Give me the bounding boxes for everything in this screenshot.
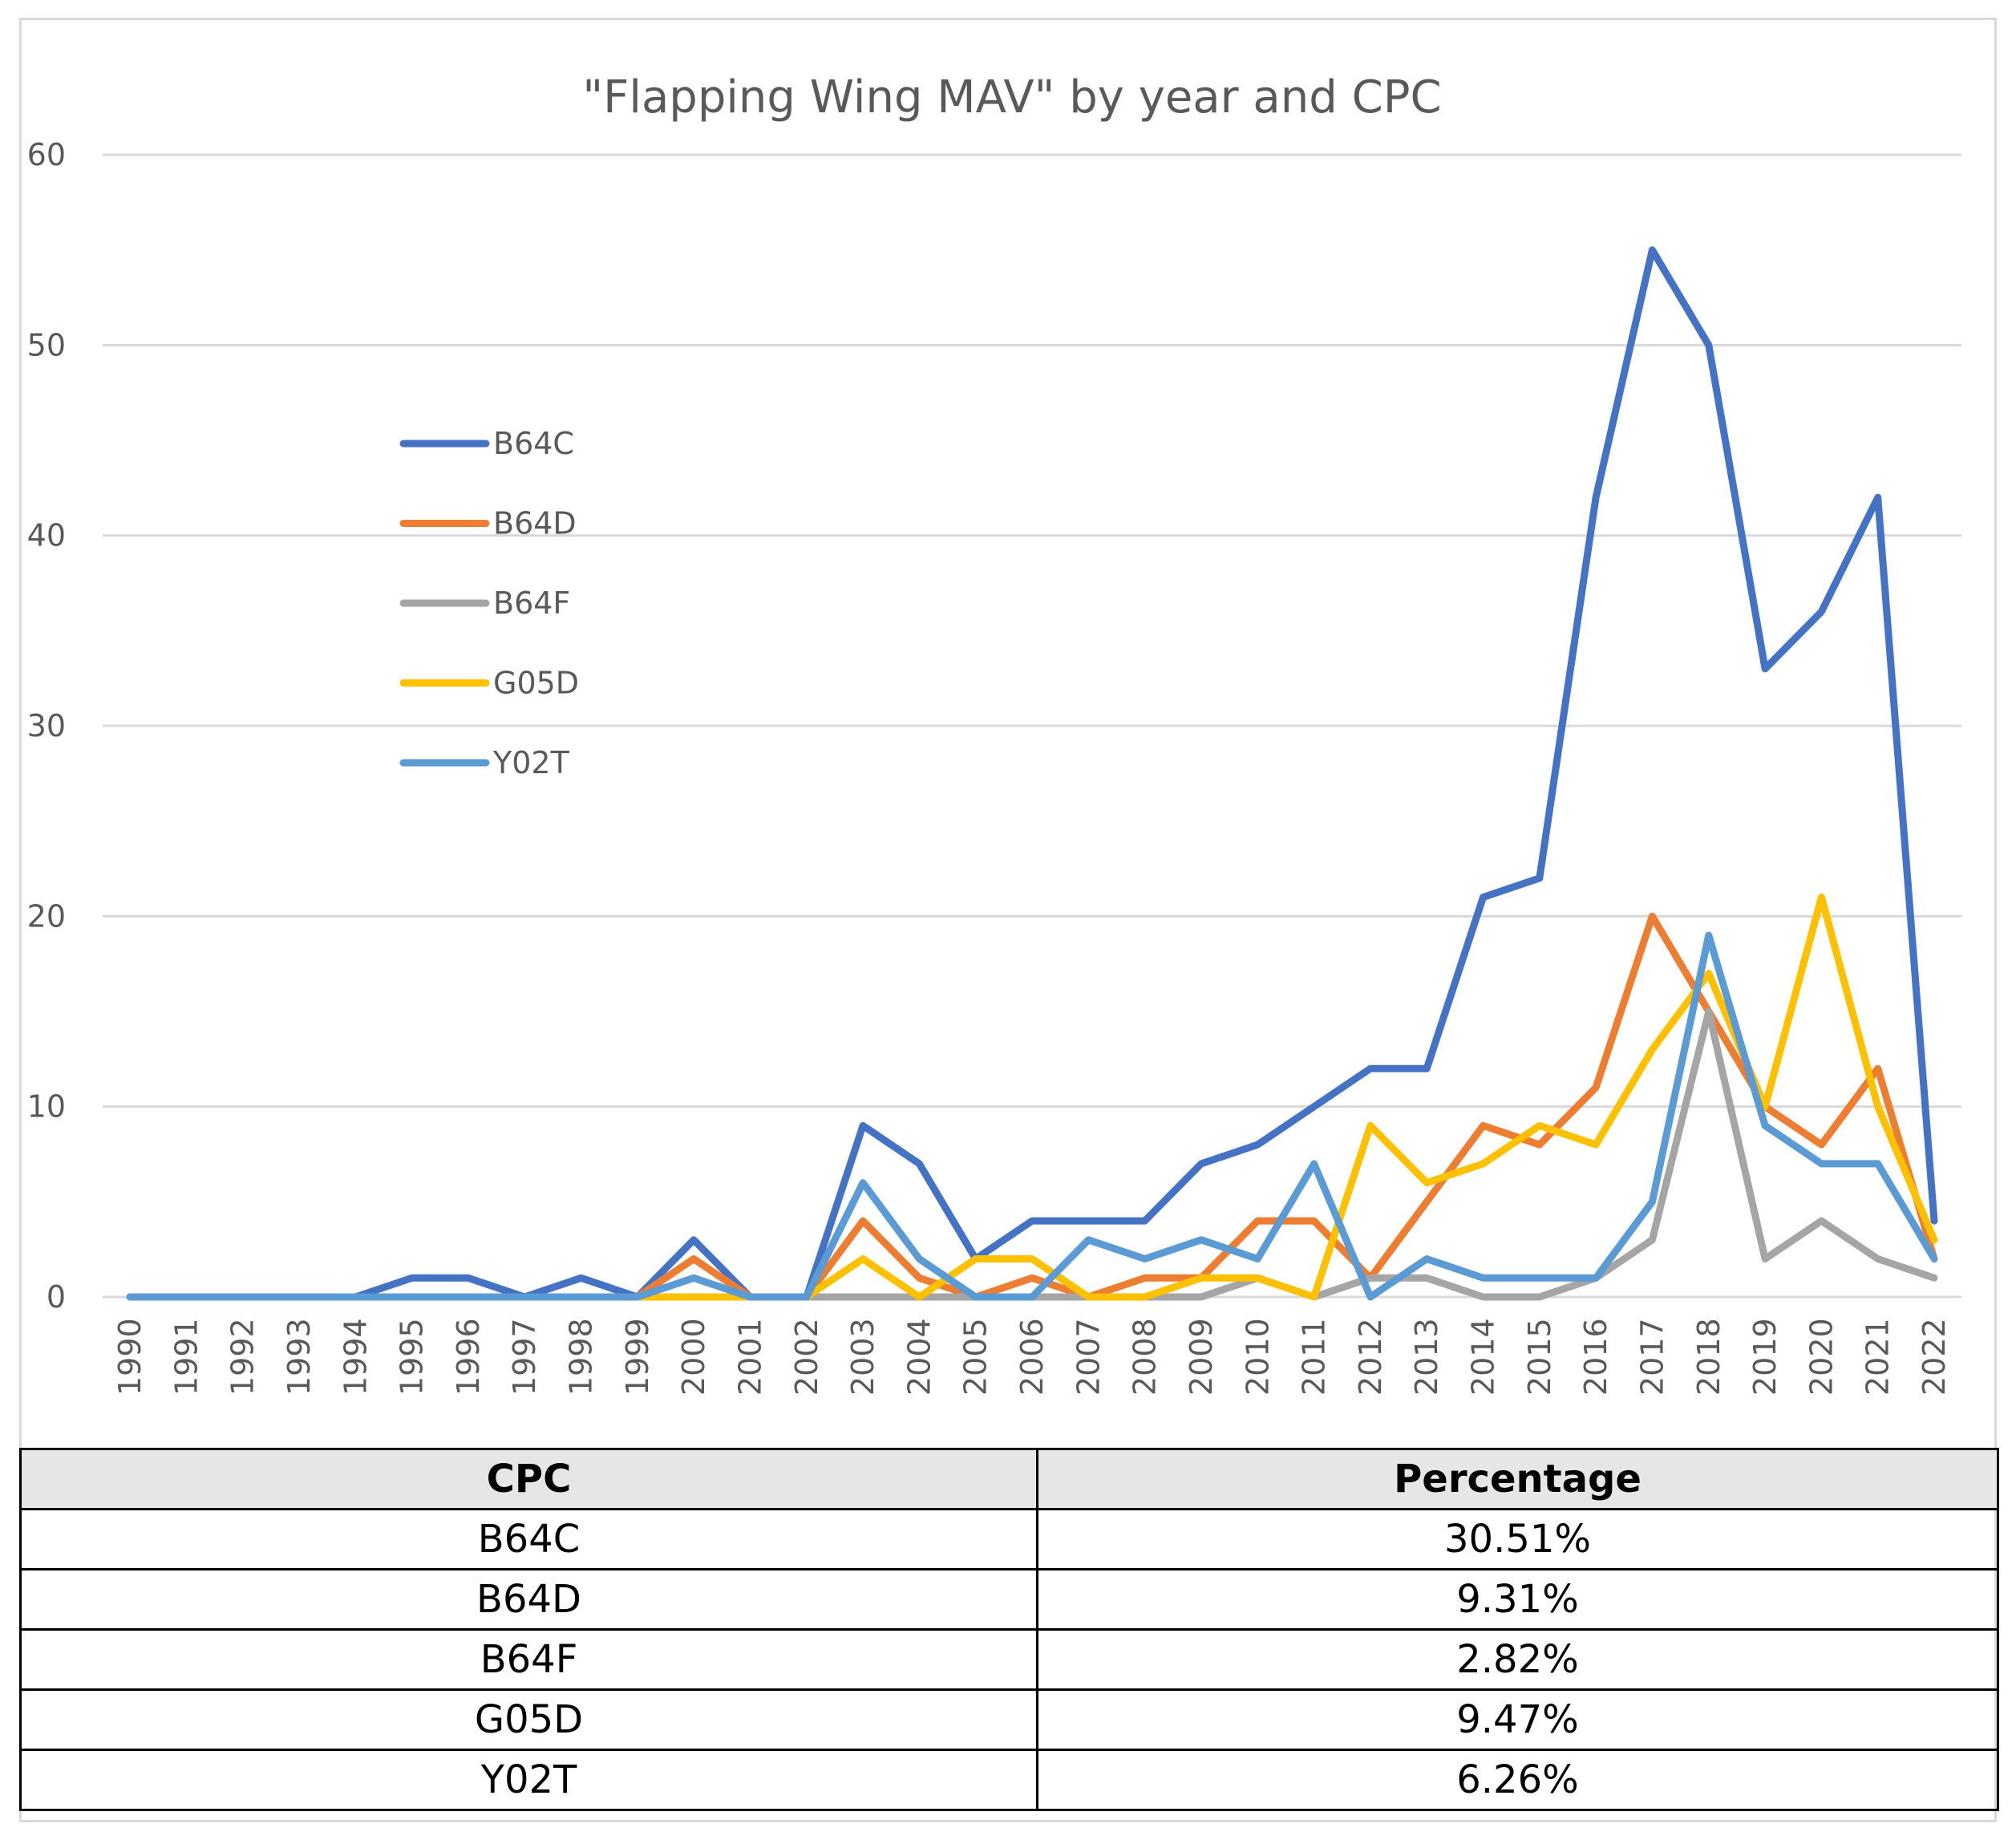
x-tick-label: 2002 (789, 1318, 824, 1396)
x-tick-label: 1998 (564, 1318, 599, 1396)
y-tick-label: 60 (27, 137, 66, 172)
series-lines (126, 246, 1938, 1301)
legend-label-y02t: Y02T (492, 745, 570, 780)
x-tick-label: 2021 (1860, 1318, 1896, 1396)
cpc-cell: B64D (19, 1568, 1038, 1631)
percentage-cell: 2.82% (1036, 1628, 1999, 1691)
x-tick-label: 2012 (1353, 1318, 1388, 1396)
cpc-cell: G05D (19, 1688, 1038, 1751)
header-cpc: CPC (19, 1448, 1038, 1510)
x-tick-label: 2014 (1466, 1318, 1501, 1396)
x-tick-label: 2007 (1071, 1318, 1106, 1396)
x-tick-label: 1992 (225, 1318, 261, 1396)
percentage-cell: 6.26% (1036, 1749, 1999, 1811)
chart-title: "Flapping Wing MAV" by year and CPC (582, 71, 1441, 124)
cpc-cell: Y02T (19, 1749, 1038, 1811)
series-line-y02t (126, 931, 1938, 1301)
x-tick-label: 2001 (732, 1318, 767, 1396)
x-tick-label: 2003 (845, 1318, 880, 1396)
x-tick-label: 2000 (676, 1318, 711, 1396)
x-tick-label: 2010 (1240, 1318, 1275, 1396)
table-row: B64F 2.82% (19, 1628, 1999, 1691)
x-tick-label: 2013 (1409, 1318, 1444, 1396)
legend-label-b64d: B64D (493, 506, 577, 541)
cpc-cell: B64F (19, 1628, 1038, 1691)
cpc-percentage-table: CPC Percentage B64C 30.51% B64D 9.31% B6… (19, 1448, 1999, 1811)
x-tick-label: 1997 (507, 1318, 542, 1396)
x-tick-label: 1993 (281, 1318, 317, 1396)
x-tick-label: 2011 (1297, 1318, 1332, 1396)
x-tick-label: 1990 (112, 1318, 148, 1396)
x-tick-label: 2006 (1014, 1318, 1050, 1396)
x-tick-label: 1999 (620, 1318, 655, 1396)
x-tick-label: 2008 (1127, 1318, 1163, 1396)
percentage-cell: 9.47% (1036, 1688, 1999, 1751)
x-tick-label: 2016 (1578, 1318, 1613, 1396)
x-tick-label: 1994 (338, 1318, 373, 1396)
x-tick-label: 2019 (1747, 1318, 1783, 1396)
x-tick-label: 2017 (1634, 1318, 1670, 1396)
x-tick-label: 2005 (958, 1318, 994, 1396)
x-tick-label: 1996 (451, 1318, 486, 1396)
cpc-cell: B64C (19, 1508, 1038, 1570)
table-header-row: CPC Percentage (19, 1448, 1999, 1510)
x-tick-label: 2009 (1184, 1318, 1219, 1396)
legend: B64C B64D B64F G05D Y02T (399, 426, 579, 780)
legend-label-b64c: B64C (493, 426, 574, 461)
x-axis-ticks: 1990 1991 1992 1993 1994 1995 1996 1997 1998 1999… (112, 1318, 1952, 1396)
x-tick-label: 2004 (901, 1318, 937, 1396)
table-row: B64C 30.51% (19, 1508, 1999, 1570)
table-row: Y02T 6.26% (19, 1749, 1999, 1811)
y-tick-label: 40 (27, 518, 66, 553)
y-tick-label: 30 (27, 708, 66, 744)
series-line-b64c (126, 246, 1938, 1301)
y-tick-label: 20 (27, 898, 66, 934)
x-tick-label: 2018 (1691, 1318, 1727, 1396)
x-tick-label: 2022 (1917, 1318, 1952, 1396)
legend-label-g05d: G05D (493, 666, 579, 701)
x-tick-label: 1995 (395, 1318, 430, 1396)
y-axis-ticks: 0 10 20 30 40 50 60 (27, 137, 66, 1315)
x-tick-label: 1991 (168, 1318, 204, 1396)
table-row: B64D 9.31% (19, 1568, 1999, 1631)
y-tick-label: 50 (27, 327, 66, 363)
table-row: G05D 9.47% (19, 1688, 1999, 1751)
header-percentage: Percentage (1036, 1448, 1999, 1510)
percentage-cell: 30.51% (1036, 1508, 1999, 1570)
x-tick-label: 2020 (1803, 1318, 1839, 1396)
series-line-g05d (126, 894, 1938, 1301)
y-tick-label: 0 (47, 1279, 66, 1315)
percentage-cell: 9.31% (1036, 1568, 1999, 1631)
y-tick-label: 10 (27, 1089, 66, 1125)
legend-label-b64f: B64F (493, 586, 570, 621)
x-tick-label: 2015 (1522, 1318, 1557, 1396)
line-chart: "Flapping Wing MAV" by year and CPC 0 10 2… (27, 71, 1961, 1396)
